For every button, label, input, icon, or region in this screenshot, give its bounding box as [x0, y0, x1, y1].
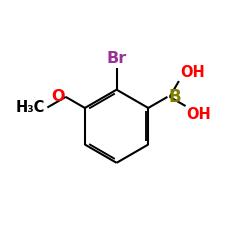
Text: OH: OH	[180, 65, 204, 80]
Text: Br: Br	[106, 51, 127, 66]
Text: B: B	[169, 88, 181, 106]
Text: O: O	[51, 90, 65, 104]
Text: H₃C: H₃C	[16, 100, 46, 115]
Text: OH: OH	[186, 107, 211, 122]
